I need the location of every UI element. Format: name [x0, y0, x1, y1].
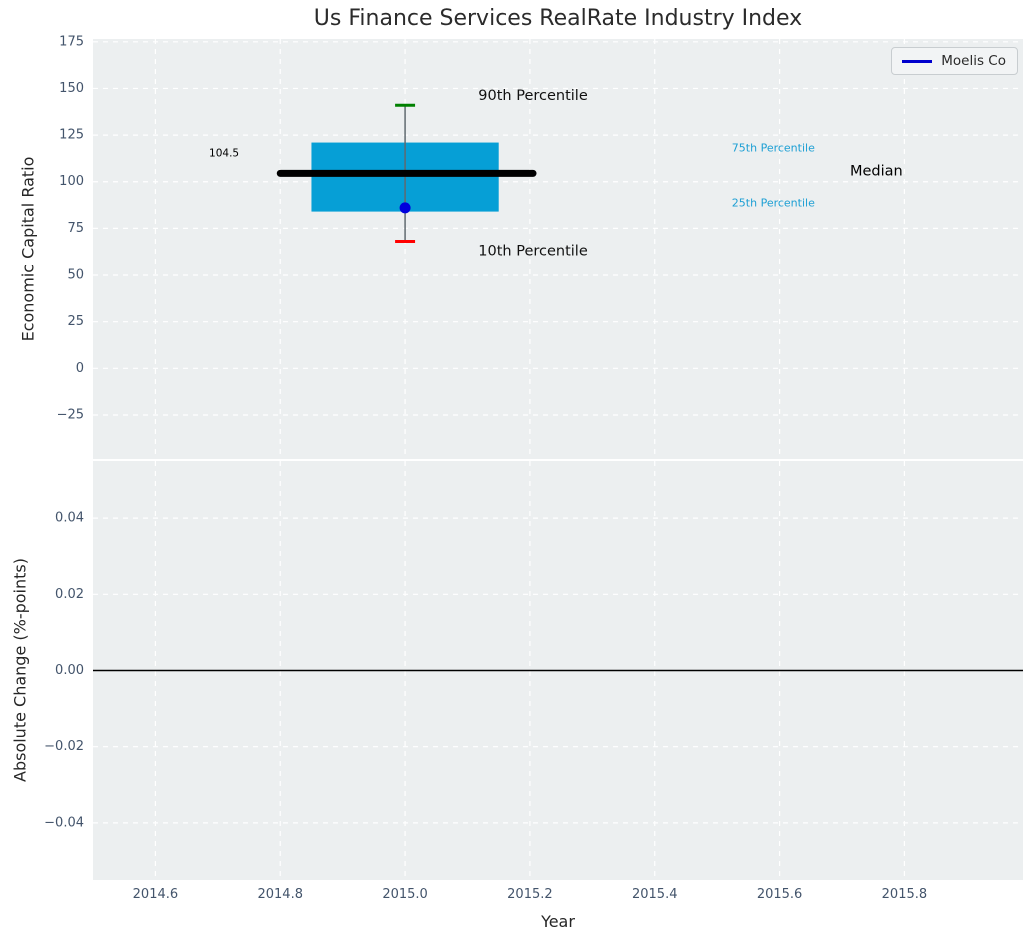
y-tick-label: 0	[76, 361, 84, 376]
x-tick-label: 2015.4	[632, 887, 678, 902]
x-tick-label: 2015.0	[382, 887, 428, 902]
annotation-75th-percentile: 75th Percentile	[732, 142, 815, 155]
y-tick-label: 0.00	[55, 663, 84, 678]
x-axis-label: Year	[541, 912, 575, 931]
y-axis-label-top: Economic Capital Ratio	[18, 156, 38, 342]
x-tick-label: 2014.6	[133, 887, 179, 902]
annotation-104-5: 104.5	[209, 148, 239, 160]
y-tick-label: 75	[67, 221, 84, 236]
series-point	[399, 202, 411, 214]
x-tick-label: 2015.8	[882, 887, 928, 902]
y-tick-label: −0.04	[44, 815, 84, 830]
annotation-median: Median	[850, 163, 903, 179]
legend-label: Moelis Co	[941, 53, 1006, 69]
axes-background	[93, 39, 1023, 459]
y-tick-label: 175	[59, 34, 84, 49]
y-tick-label: 125	[59, 128, 84, 143]
y-tick-label: 50	[67, 268, 84, 283]
y-tick-label: −0.02	[44, 739, 84, 754]
y-tick-label: 25	[67, 314, 84, 329]
annotation-10th-percentile: 10th Percentile	[478, 244, 588, 260]
annotation-25th-percentile: 25th Percentile	[732, 197, 815, 210]
x-tick-label: 2015.6	[757, 887, 803, 902]
y-axis-label-bottom: Absolute Change (%-points)	[10, 558, 30, 782]
y-tick-label: −25	[57, 407, 84, 422]
legend: Moelis Co	[891, 47, 1018, 76]
y-tick-label: 0.04	[55, 511, 84, 526]
y-tick-label: 150	[59, 81, 84, 96]
x-tick-label: 2014.8	[257, 887, 303, 902]
y-tick-label: 100	[59, 174, 84, 189]
annotation-90th-percentile: 90th Percentile	[478, 88, 588, 104]
chart-title: Us Finance Services RealRate Industry In…	[313, 6, 803, 31]
y-tick-label: 0.02	[55, 587, 84, 602]
legend-line-icon	[902, 59, 933, 63]
x-tick-label: 2015.2	[507, 887, 553, 902]
